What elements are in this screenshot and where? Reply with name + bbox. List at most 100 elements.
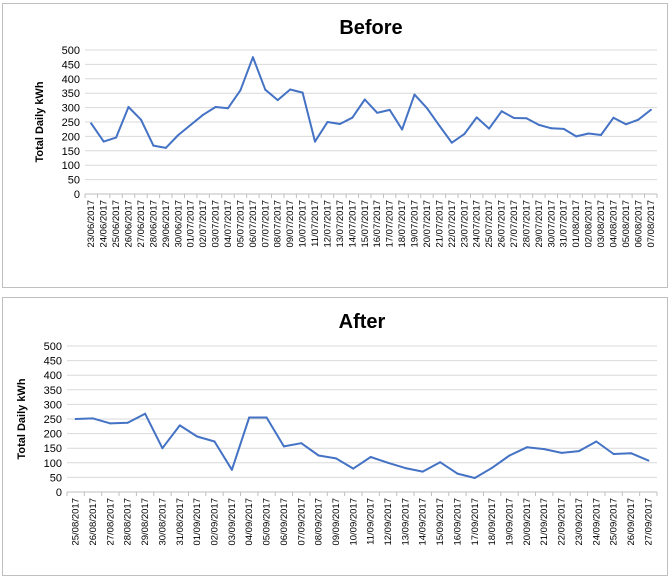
y-tick-label: 100 xyxy=(62,160,80,172)
x-tick-label: 08/09/2017 xyxy=(314,498,325,546)
data-point xyxy=(421,470,424,473)
data-point xyxy=(152,144,155,147)
y-tick-label: 300 xyxy=(62,103,80,115)
x-tick-label: 26/06/2017 xyxy=(124,200,135,248)
y-tick-label: 150 xyxy=(62,146,80,158)
series-line xyxy=(90,56,652,149)
y-tick-label: 350 xyxy=(44,385,62,397)
x-tick-label: 05/08/2017 xyxy=(621,200,632,248)
x-tick-label: 13/09/2017 xyxy=(400,498,411,546)
y-tick-label: 350 xyxy=(62,88,80,100)
x-tick-label: 15/07/2017 xyxy=(360,200,371,248)
data-point xyxy=(178,424,181,427)
x-tick-label: 10/07/2017 xyxy=(298,200,309,248)
x-tick-label: 20/09/2017 xyxy=(522,498,533,546)
x-tick-label: 15/09/2017 xyxy=(435,498,446,546)
x-tick-label: 02/07/2017 xyxy=(198,200,209,248)
data-point xyxy=(438,124,441,127)
chart-title: Before xyxy=(339,17,402,39)
data-point xyxy=(525,446,528,449)
x-tick-label: 22/07/2017 xyxy=(447,200,458,248)
data-point xyxy=(575,135,578,138)
data-point xyxy=(439,461,442,464)
x-tick-label: 28/08/2017 xyxy=(123,498,134,546)
data-point xyxy=(338,123,341,125)
x-tick-label: 17/09/2017 xyxy=(470,498,481,546)
x-tick-label: 09/09/2017 xyxy=(331,498,342,546)
data-point xyxy=(450,141,453,144)
data-point xyxy=(301,91,304,94)
x-tick-label: 30/06/2017 xyxy=(173,200,184,248)
data-point xyxy=(248,416,251,419)
x-tick-label: 14/07/2017 xyxy=(347,200,358,248)
data-point xyxy=(513,117,515,119)
y-tick-label: 500 xyxy=(44,341,62,353)
data-point xyxy=(92,417,94,420)
data-point xyxy=(488,127,491,130)
x-tick-label: 30/08/2017 xyxy=(157,498,168,546)
x-tick-label: 29/08/2017 xyxy=(140,498,151,546)
y-tick-label: 50 xyxy=(50,472,62,484)
chart-after: After Total Daily kWh 0 50 100 150 200 250 300 35… xyxy=(16,311,658,546)
x-tick-label: 25/08/2017 xyxy=(71,498,82,546)
x-tick-label: 13/07/2017 xyxy=(335,200,346,248)
x-tick-label: 11/09/2017 xyxy=(366,498,377,545)
data-point xyxy=(475,116,478,119)
data-point xyxy=(289,88,292,91)
y-tick-label: 0 xyxy=(74,189,80,201)
x-tick-label: 25/09/2017 xyxy=(609,498,620,546)
x-tick-label: 27/07/2017 xyxy=(509,200,520,248)
data-point xyxy=(214,106,217,108)
x-tick-label: 08/07/2017 xyxy=(273,200,284,248)
data-point xyxy=(587,132,590,135)
x-tick-label: 25/06/2017 xyxy=(111,200,122,248)
x-tick-label: 18/09/2017 xyxy=(487,498,498,546)
data-point xyxy=(102,140,105,143)
data-point xyxy=(456,472,459,475)
x-tick-label: 02/08/2017 xyxy=(584,200,595,248)
data-point xyxy=(550,127,553,130)
y-axis-label: Total Daily kWh xyxy=(16,378,28,459)
x-tick-label: 26/08/2017 xyxy=(88,498,99,546)
x-tick-label: 24/06/2017 xyxy=(99,200,110,248)
x-tick-label: 09/07/2017 xyxy=(285,200,296,248)
data-point xyxy=(649,108,652,111)
data-point xyxy=(282,445,285,448)
data-point xyxy=(508,454,511,457)
data-point xyxy=(300,442,303,445)
data-point xyxy=(74,418,77,420)
x-tick-label: 01/08/2017 xyxy=(571,200,582,248)
data-point xyxy=(317,454,320,457)
x-tick-label: 30/07/2017 xyxy=(546,200,557,248)
x-tick-label: 26/07/2017 xyxy=(497,200,508,248)
chart-panel-before: Before Total Daily kWh 0 50 100 150 200 250 300 3… xyxy=(2,3,668,288)
y-tick-label: 400 xyxy=(62,74,80,86)
x-tick-label: 04/08/2017 xyxy=(608,200,619,248)
data-point xyxy=(376,111,379,114)
x-tick-label: 06/09/2017 xyxy=(279,498,290,546)
x-tick-label: 23/06/2017 xyxy=(86,200,97,248)
y-tick-label: 500 xyxy=(62,45,80,57)
x-tick-label: 22/09/2017 xyxy=(557,498,568,546)
data-point xyxy=(161,447,164,450)
x-tick-label: 27/09/2017 xyxy=(643,498,654,546)
x-tick-label: 24/07/2017 xyxy=(472,200,483,248)
x-tick-label: 28/06/2017 xyxy=(148,200,159,248)
data-point xyxy=(525,117,528,120)
data-point xyxy=(230,468,233,471)
data-point xyxy=(413,93,416,96)
x-tick-label: 29/07/2017 xyxy=(534,200,545,248)
data-point xyxy=(164,146,167,149)
x-tick-label: 07/07/2017 xyxy=(260,200,271,248)
x-tick-label: 05/09/2017 xyxy=(262,498,273,546)
data-point xyxy=(363,98,366,101)
data-point xyxy=(109,422,112,425)
data-point xyxy=(600,134,602,136)
x-tick-label: 16/09/2017 xyxy=(452,498,463,546)
chart-before: Before Total Daily kWh 0 50 100 150 200 250 300 3… xyxy=(34,17,658,248)
data-point xyxy=(388,108,391,111)
data-point xyxy=(630,452,632,455)
x-tick-label: 19/07/2017 xyxy=(410,200,421,248)
y-tick-label: 300 xyxy=(44,399,62,411)
x-tick-label: 20/07/2017 xyxy=(422,200,433,248)
